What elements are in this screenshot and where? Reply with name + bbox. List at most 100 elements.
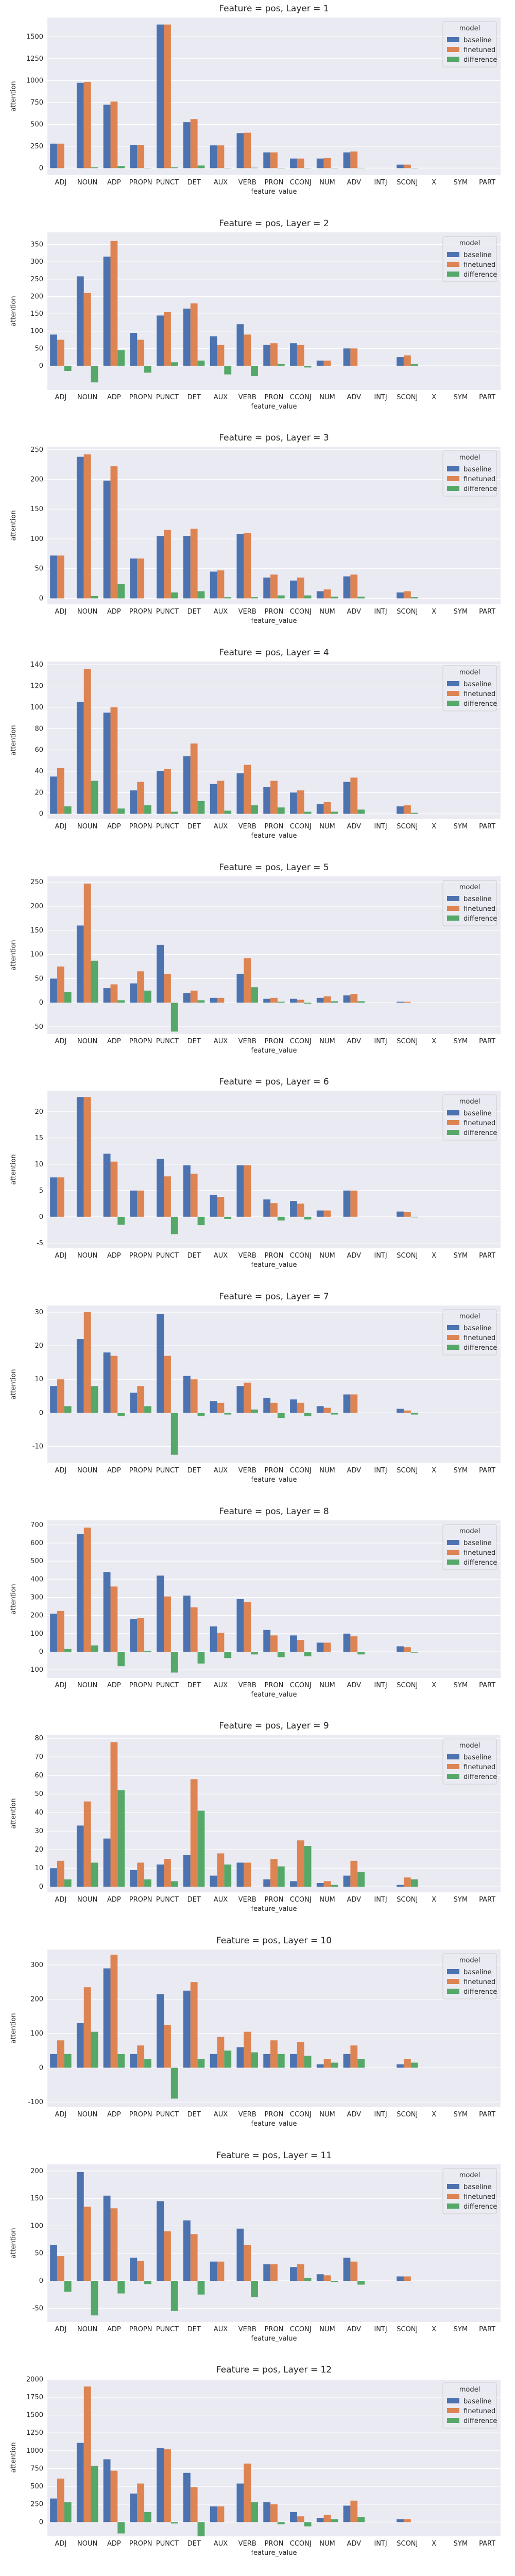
x-tick-label: PRON: [265, 2111, 284, 2119]
bar-finetuned-aux: [217, 145, 225, 168]
x-tick-label: DET: [187, 2540, 201, 2548]
x-axis-label: feature_value: [251, 2549, 297, 2557]
x-tick-label: SYM: [454, 394, 468, 401]
bar-difference-cconj: [304, 1651, 312, 1656]
y-tick-label: -10: [32, 1443, 43, 1450]
bar-difference-cconj: [304, 1846, 312, 1887]
bar-finetuned-aux: [217, 1402, 225, 1413]
y-tick-label: 80: [35, 1735, 43, 1743]
x-tick-label: PART: [479, 2326, 495, 2333]
legend-label-baseline: baseline: [464, 1325, 491, 1332]
x-tick-label: PRON: [265, 2540, 284, 2548]
bar-difference-pron: [277, 2522, 285, 2524]
x-tick-label: NOUN: [77, 1896, 97, 1904]
legend-swatch-finetuned: [447, 905, 459, 911]
x-tick-label: PRON: [265, 394, 284, 401]
bar-baseline-verb: [236, 1862, 244, 1887]
y-tick-label: 0: [39, 1213, 43, 1221]
legend-label-difference: difference: [464, 485, 497, 493]
bar-finetuned-adv: [350, 1191, 358, 1217]
y-tick-label: 10: [35, 1161, 43, 1168]
bar-difference-noun: [91, 2466, 98, 2522]
chart-title: Feature = pos, Layer = 11: [216, 2150, 332, 2161]
x-tick-label: PROPN: [129, 1896, 152, 1904]
bar-difference-cconj: [304, 365, 312, 367]
x-tick-label: INTJ: [374, 2111, 387, 2119]
bar-baseline-noun: [76, 1097, 84, 1217]
bar-finetuned-punct: [164, 24, 171, 168]
bar-finetuned-num: [323, 158, 331, 168]
x-tick-label: ADJ: [55, 179, 67, 187]
x-tick-label: X: [432, 608, 436, 616]
bar-finetuned-adj: [57, 1177, 64, 1217]
x-tick-label: INTJ: [374, 1252, 387, 1260]
bar-baseline-aux: [210, 1195, 217, 1217]
bar-difference-adp: [117, 1217, 125, 1225]
bar-finetuned-adp: [110, 1586, 118, 1652]
legend-title: model: [459, 1098, 480, 1106]
y-tick-label: 60: [35, 1772, 43, 1780]
legend: model baseline finetuned difference: [442, 665, 497, 711]
x-tick-label: INTJ: [374, 1896, 387, 1904]
bar-finetuned-det: [190, 1982, 198, 2068]
x-tick-label: INTJ: [374, 1467, 387, 1475]
legend: model baseline finetuned difference: [442, 1738, 497, 1785]
x-tick-label: ADV: [347, 1038, 362, 1045]
bar-finetuned-punct: [164, 312, 171, 366]
bar-finetuned-propn: [137, 1386, 145, 1413]
bar-finetuned-adv: [350, 348, 358, 366]
chart-panel-2: 0 50 100 150 200 250 300 350 Feature = pos, Laye…: [10, 218, 501, 411]
x-tick-label: X: [432, 179, 436, 187]
y-axis-label: attention: [10, 1155, 18, 1185]
x-tick-label: NUM: [319, 2540, 335, 2548]
bar-difference-verb: [251, 2052, 258, 2068]
y-tick-label: 40: [35, 768, 43, 775]
bar-baseline-punct: [157, 1159, 164, 1217]
bar-difference-pron: [277, 1001, 285, 1003]
bar-difference-det: [197, 1651, 205, 1664]
legend-title: model: [459, 25, 480, 32]
x-tick-label: CCONJ: [290, 1252, 312, 1260]
y-tick-label: 2000: [26, 2376, 43, 2384]
x-tick-label: PUNCT: [156, 394, 179, 401]
x-tick-label: SCONJ: [397, 1252, 418, 1260]
bar-baseline-pron: [263, 998, 271, 1003]
bar-difference-sconj: [410, 1651, 418, 1653]
bar-finetuned-adp: [110, 707, 118, 814]
bar-difference-adj: [64, 1649, 72, 1652]
bar-baseline-verb: [236, 324, 244, 366]
x-tick-label: ADP: [107, 1038, 121, 1045]
bar-difference-noun: [91, 596, 98, 599]
bar-finetuned-aux: [217, 1853, 225, 1887]
bar-finetuned-verb: [244, 2031, 251, 2068]
x-tick-label: NOUN: [77, 1467, 97, 1475]
bar-finetuned-sconj: [403, 591, 411, 599]
bar-baseline-aux: [210, 2506, 217, 2522]
x-tick-label: INTJ: [374, 1038, 387, 1045]
bar-baseline-noun: [76, 2172, 84, 2281]
bar-finetuned-adv: [350, 2261, 358, 2281]
bar-finetuned-cconj: [297, 2264, 304, 2281]
bar-difference-aux: [224, 1413, 232, 1415]
bar-finetuned-adp: [110, 1954, 118, 2068]
bar-finetuned-adj: [57, 2256, 64, 2281]
x-axis-label: feature_value: [251, 832, 297, 840]
x-tick-label: PART: [479, 1038, 495, 1045]
bar-baseline-adv: [343, 1875, 351, 1887]
bar-finetuned-propn: [137, 971, 145, 1003]
bar-difference-aux: [224, 810, 232, 814]
legend-label-difference: difference: [464, 56, 497, 64]
bar-finetuned-aux: [217, 345, 225, 366]
x-tick-label: NUM: [319, 394, 335, 401]
bar-difference-adv: [357, 597, 365, 599]
legend-label-finetuned: finetuned: [464, 2193, 495, 2201]
x-tick-label: INTJ: [374, 608, 387, 616]
y-tick-label: 200: [30, 903, 43, 910]
y-tick-label: 100: [30, 327, 43, 335]
x-tick-label: SYM: [454, 2111, 468, 2119]
x-tick-label: PART: [479, 179, 495, 187]
x-tick-label: NOUN: [77, 823, 97, 831]
x-tick-label: SYM: [454, 1467, 468, 1475]
legend-swatch-difference: [447, 701, 459, 706]
x-tick-label: NUM: [319, 608, 335, 616]
